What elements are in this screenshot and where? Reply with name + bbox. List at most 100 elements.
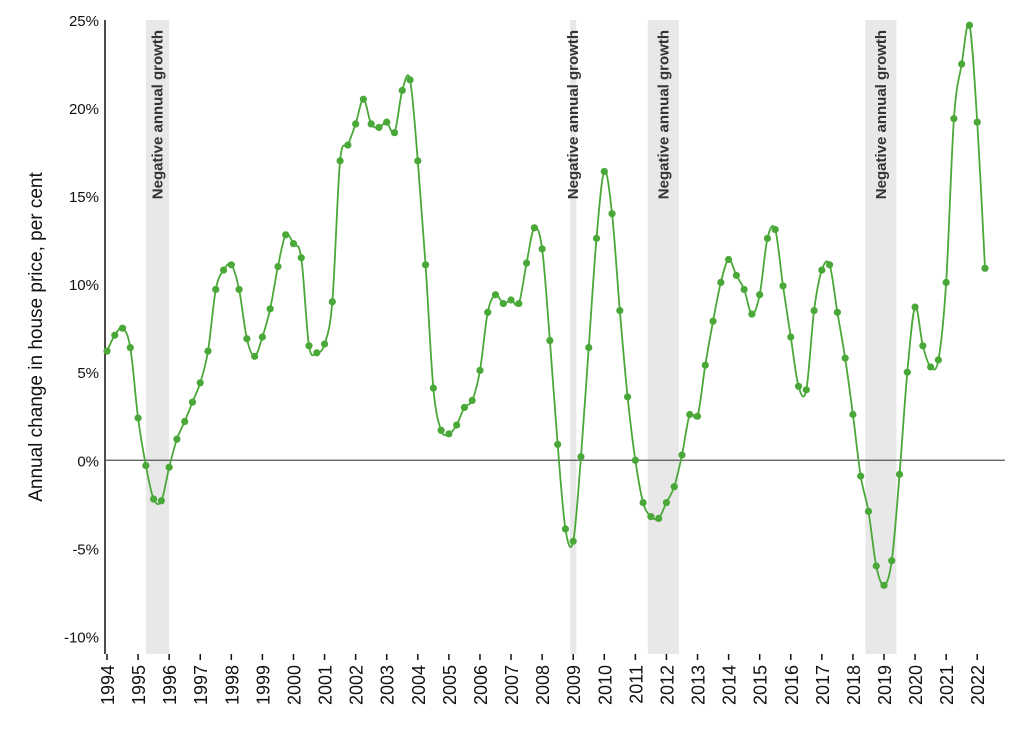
data-point <box>274 262 282 271</box>
data-point <box>352 120 360 128</box>
data-point <box>763 234 772 242</box>
data-point <box>383 118 391 126</box>
x-tick-label: 2009 <box>564 665 584 705</box>
x-tick-label: 2008 <box>533 665 553 705</box>
data-point <box>173 435 181 443</box>
data-point <box>204 347 212 355</box>
data-point <box>670 483 678 491</box>
data-point <box>740 285 748 294</box>
data-point <box>437 426 445 434</box>
data-point <box>344 141 352 149</box>
data-point <box>903 368 911 376</box>
data-point <box>181 417 189 426</box>
data-point <box>794 382 803 390</box>
x-tick-label: 2007 <box>502 665 522 705</box>
x-tick-label: 1994 <box>98 665 118 705</box>
data-point <box>522 259 531 267</box>
data-point <box>235 285 243 294</box>
data-point <box>484 308 492 316</box>
data-point <box>888 557 896 565</box>
data-point <box>981 264 989 272</box>
data-points <box>103 21 989 589</box>
data-point <box>639 498 647 507</box>
data-point <box>655 514 663 522</box>
data-point <box>872 562 880 570</box>
axes <box>104 20 1005 654</box>
shaded-region-label-4: Negative annual growth <box>873 30 890 199</box>
data-point <box>585 343 593 352</box>
x-tick-label: 2000 <box>284 665 304 705</box>
data-point <box>965 21 974 29</box>
data-point <box>647 513 655 521</box>
data-point <box>678 451 686 459</box>
data-point <box>142 461 150 470</box>
data-point <box>320 340 329 348</box>
data-point <box>709 317 717 325</box>
x-tick-label: 2013 <box>689 665 709 705</box>
data-point <box>111 331 119 339</box>
y-tick-label: 10% <box>69 277 99 294</box>
shaded-region-4 <box>865 20 897 654</box>
data-point <box>662 498 671 507</box>
shaded-regions: Negative annual growth Negative annual gr… <box>145 20 897 654</box>
data-point <box>243 335 251 343</box>
y-tick-label: -10% <box>64 629 99 646</box>
series <box>106 22 986 587</box>
data-point <box>336 157 344 165</box>
data-point <box>771 225 779 234</box>
x-tick-label: 2017 <box>813 665 833 705</box>
x-tick-label: 1999 <box>253 665 273 705</box>
data-point <box>359 95 368 103</box>
data-point <box>515 299 523 308</box>
data-point <box>476 366 484 375</box>
data-point <box>577 453 585 461</box>
data-point <box>227 261 235 269</box>
data-point <box>367 120 375 128</box>
shaded-region-label-2: Negative annual growth <box>565 30 582 199</box>
data-point <box>460 403 469 412</box>
data-point <box>958 60 966 68</box>
data-point <box>157 497 165 505</box>
data-point <box>973 118 981 126</box>
x-tick-label: 2021 <box>937 665 957 705</box>
data-point <box>134 414 142 422</box>
shaded-region-3 <box>647 20 679 654</box>
shaded-region-2 <box>570 20 577 654</box>
x-tick-label: 1998 <box>222 665 242 705</box>
x-tick-label: 2010 <box>595 665 615 705</box>
data-point <box>297 254 305 262</box>
x-tick-label: 2020 <box>906 665 926 705</box>
data-point <box>810 306 818 315</box>
y-tick-label: 25% <box>69 13 99 30</box>
x-tick-label: 2018 <box>844 665 864 705</box>
data-point <box>282 231 290 239</box>
x-tick-label: 2019 <box>875 665 895 705</box>
x-tick-label: 2001 <box>316 665 336 705</box>
data-point <box>701 361 709 369</box>
data-point <box>165 463 173 471</box>
x-tick-label: 1997 <box>191 665 211 705</box>
data-point <box>693 412 702 420</box>
data-point <box>608 210 616 218</box>
x-tick-label: 2005 <box>440 665 460 705</box>
x-tick-label: 2012 <box>657 665 677 705</box>
data-point <box>631 456 639 464</box>
series-line <box>106 22 986 587</box>
shaded-region-label-3: Negative annual growth <box>655 30 672 199</box>
x-tick-label: 2006 <box>471 665 491 705</box>
data-point <box>927 363 935 371</box>
x-axis-ticks: 1994 1995 1996 1997 1998 1999 2000 2001 2002 2003… <box>98 654 988 705</box>
data-point <box>150 495 158 503</box>
x-tick-label: 2002 <box>347 665 367 705</box>
data-point <box>251 352 259 360</box>
x-tick-label: 2022 <box>968 665 988 705</box>
data-point <box>561 525 570 533</box>
y-axis-label: Annual change in house price, per cent <box>26 172 47 502</box>
shaded-region-label-1: Negative annual growth <box>150 30 167 199</box>
data-point <box>849 410 857 419</box>
data-point <box>787 333 795 341</box>
data-point <box>546 336 554 345</box>
y-axis-ticks: 25% 20% 15% 10% 5% 0% -5% -10% <box>64 13 99 646</box>
